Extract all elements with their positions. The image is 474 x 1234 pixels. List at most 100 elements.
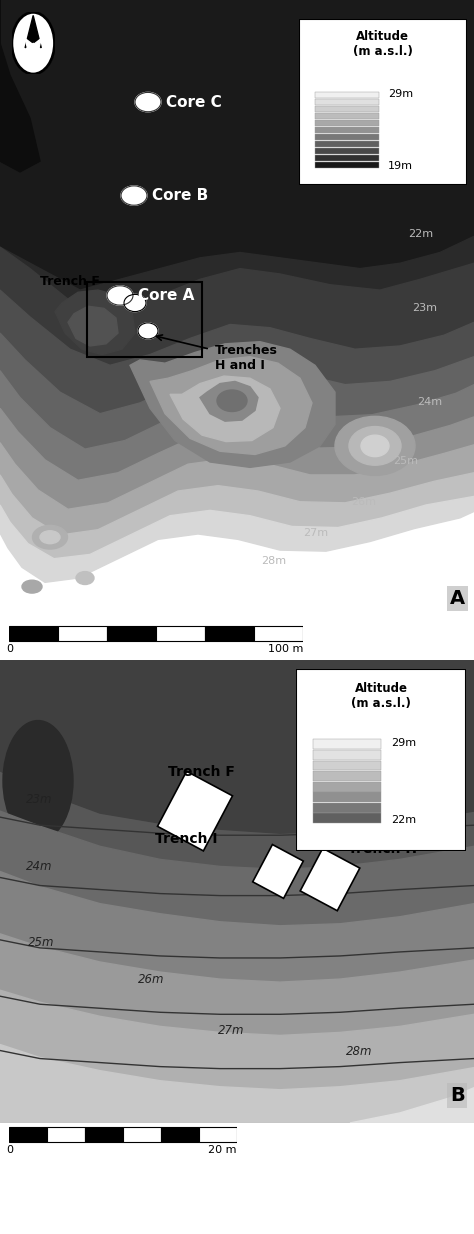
Text: 22m: 22m — [391, 816, 416, 826]
Polygon shape — [0, 496, 474, 582]
Text: 25m: 25m — [28, 935, 55, 949]
Text: 100 m: 100 m — [268, 644, 303, 654]
Text: 19m: 19m — [388, 162, 413, 172]
Ellipse shape — [121, 186, 147, 205]
Polygon shape — [0, 871, 474, 982]
Ellipse shape — [76, 571, 94, 585]
Bar — [313, 792, 381, 802]
Text: 22m: 22m — [408, 228, 433, 238]
Polygon shape — [68, 306, 118, 346]
Bar — [316, 162, 379, 169]
Polygon shape — [0, 408, 474, 510]
Bar — [316, 112, 379, 120]
Polygon shape — [25, 38, 41, 72]
Bar — [313, 750, 381, 760]
Polygon shape — [0, 290, 474, 413]
Bar — [313, 813, 381, 823]
Text: Trench F: Trench F — [40, 275, 100, 288]
Polygon shape — [0, 237, 474, 312]
Polygon shape — [150, 357, 312, 454]
Bar — [47, 1128, 85, 1141]
Polygon shape — [0, 0, 474, 290]
Text: 20 m: 20 m — [209, 1145, 237, 1155]
Text: 25m: 25m — [393, 457, 419, 466]
Bar — [316, 91, 379, 99]
Bar — [316, 148, 379, 154]
Bar — [9, 1128, 47, 1141]
Text: Core C: Core C — [166, 95, 222, 110]
Bar — [161, 1128, 199, 1141]
Bar — [253, 844, 303, 898]
Text: A: A — [450, 589, 465, 608]
Text: 24m: 24m — [26, 860, 53, 872]
Ellipse shape — [33, 526, 67, 549]
Bar — [156, 627, 205, 640]
Text: 28m: 28m — [261, 555, 286, 566]
Polygon shape — [25, 15, 41, 48]
Text: 29m: 29m — [391, 738, 416, 748]
Text: Trenches
H and I: Trenches H and I — [215, 344, 278, 371]
Polygon shape — [0, 1044, 474, 1123]
Text: Trench H: Trench H — [348, 843, 417, 856]
Bar — [316, 120, 379, 126]
Polygon shape — [0, 333, 474, 449]
Bar — [199, 1128, 237, 1141]
Ellipse shape — [124, 295, 146, 312]
Bar — [123, 1128, 161, 1141]
Bar — [157, 771, 233, 851]
Bar — [300, 848, 360, 911]
Polygon shape — [0, 934, 474, 1035]
Bar — [58, 627, 108, 640]
Polygon shape — [200, 381, 258, 421]
Polygon shape — [0, 443, 474, 536]
Text: Core B: Core B — [152, 188, 208, 204]
Bar — [85, 1128, 123, 1141]
Text: Altitude
(m a.s.l.): Altitude (m a.s.l.) — [351, 681, 411, 710]
Text: 0: 0 — [6, 1145, 13, 1155]
Ellipse shape — [361, 436, 389, 457]
Ellipse shape — [335, 416, 415, 475]
Text: B: B — [450, 1086, 465, 1104]
Text: 28m: 28m — [346, 1045, 373, 1058]
Polygon shape — [55, 290, 135, 354]
Ellipse shape — [135, 93, 161, 112]
Ellipse shape — [217, 390, 247, 411]
Text: 24m: 24m — [417, 397, 442, 407]
Text: 0: 0 — [6, 644, 13, 654]
Bar — [313, 781, 381, 791]
Bar — [9, 627, 58, 640]
Ellipse shape — [107, 286, 133, 305]
Bar — [108, 627, 156, 640]
Bar — [205, 627, 255, 640]
Polygon shape — [0, 990, 474, 1090]
Ellipse shape — [3, 721, 73, 842]
Bar — [316, 106, 379, 112]
Text: 27m: 27m — [218, 1024, 245, 1037]
Polygon shape — [0, 370, 474, 480]
Bar — [316, 99, 379, 105]
Polygon shape — [0, 247, 474, 365]
Bar — [316, 141, 379, 147]
Bar — [316, 127, 379, 133]
Text: Core A: Core A — [138, 288, 194, 304]
Text: 23m: 23m — [26, 792, 53, 806]
Text: 26m: 26m — [137, 972, 164, 986]
Text: Altitude
(m a.s.l.): Altitude (m a.s.l.) — [353, 30, 413, 58]
Polygon shape — [0, 0, 40, 172]
Bar — [313, 739, 381, 749]
Bar — [87, 281, 202, 357]
Text: 23m: 23m — [412, 304, 438, 313]
Polygon shape — [0, 660, 474, 870]
Text: 29m: 29m — [388, 89, 413, 99]
Ellipse shape — [40, 531, 60, 544]
Text: 27m: 27m — [303, 528, 328, 538]
Text: 26m: 26m — [351, 496, 376, 507]
Polygon shape — [130, 342, 335, 468]
Polygon shape — [0, 473, 474, 559]
Ellipse shape — [349, 427, 401, 465]
Bar — [313, 760, 381, 770]
Polygon shape — [0, 811, 474, 926]
Polygon shape — [0, 660, 474, 833]
Polygon shape — [170, 376, 280, 442]
Ellipse shape — [22, 580, 42, 594]
